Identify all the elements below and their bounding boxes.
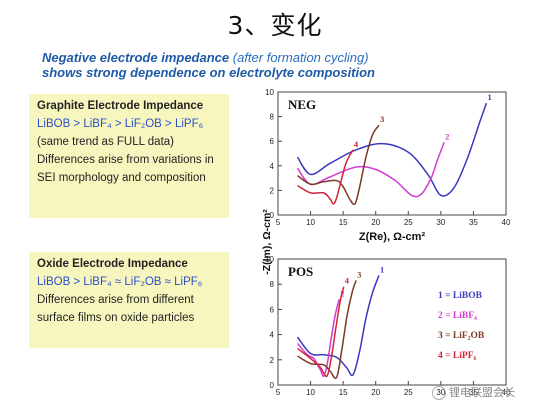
y-tick-label: 2 bbox=[270, 186, 275, 195]
graphite-line-1: (same trend as FULL data) bbox=[37, 136, 174, 148]
subtitle-part3: shows strong dependence on electrolyte c… bbox=[42, 65, 375, 80]
panel-label: NEG bbox=[288, 97, 316, 112]
x-tick-label: 35 bbox=[469, 388, 478, 397]
y-tick-label: 2 bbox=[270, 356, 275, 365]
x-tick-label: 30 bbox=[436, 218, 445, 227]
y-tick-label: 6 bbox=[270, 137, 275, 146]
x-tick-label: 40 bbox=[502, 388, 511, 397]
watermark: 锂电联盟会长 bbox=[432, 384, 515, 400]
x-tick-label: 20 bbox=[371, 218, 380, 227]
slide-subtitle: Negative electrode impedance (after form… bbox=[42, 50, 542, 80]
graphite-line-3: SEI morphology and composition bbox=[37, 172, 206, 184]
slide-title: 3、变化 bbox=[227, 11, 323, 40]
oxide-line-1: Differences arise from different bbox=[37, 294, 194, 306]
panel-label: POS bbox=[288, 264, 313, 279]
series-4-label: 4 bbox=[354, 139, 359, 149]
series-1-label: 1 bbox=[380, 264, 384, 274]
y-axis-label: -Z(Im), Ω-cm² bbox=[261, 209, 273, 275]
legend-entry-3: 3 = LiF₂OB bbox=[438, 331, 485, 341]
x-tick-label: 20 bbox=[371, 388, 380, 397]
series-3-line bbox=[297, 124, 380, 206]
subtitle-part1: Negative electrode impedance bbox=[42, 50, 230, 65]
series-1-line bbox=[296, 275, 380, 377]
x-tick-label: 40 bbox=[502, 218, 511, 227]
series-2-line bbox=[296, 299, 340, 377]
y-tick-label: 0 bbox=[270, 211, 275, 220]
wechat-icon bbox=[432, 386, 446, 400]
panel-neg: 0 2 4 6 8 10 5 10 15 20 25 30 35 40 NEG Z(Re), Ω-cm² 1 2 3… bbox=[265, 88, 511, 243]
y-tick-label: 8 bbox=[270, 280, 275, 289]
series-2-label: 2 bbox=[445, 131, 449, 141]
x-tick-label: 10 bbox=[306, 388, 315, 397]
series-4-label: 4 bbox=[345, 276, 350, 286]
x-tick-label: 15 bbox=[339, 218, 348, 227]
legend-entry-1: 1 = LiBOB bbox=[438, 291, 483, 301]
series-3-label: 3 bbox=[380, 114, 384, 124]
y-tick-label: 10 bbox=[265, 88, 274, 97]
series-3-line bbox=[297, 280, 357, 380]
y-tick-label: 8 bbox=[270, 113, 275, 122]
oxide-line-2: surface films on oxide particles bbox=[37, 312, 195, 324]
graphite-line-2: Differences arise from variations in bbox=[37, 154, 214, 166]
y-tick-label: 6 bbox=[270, 305, 275, 314]
series-1-label: 1 bbox=[487, 92, 491, 102]
legend-entry-4: 4 = LiPF₆ bbox=[438, 351, 476, 361]
series-4-line bbox=[297, 149, 354, 205]
x-tick-label: 25 bbox=[404, 388, 413, 397]
x-tick-label: 5 bbox=[276, 388, 281, 397]
oxide-impedance-box: Oxide Electrode Impedance LiBOB > LiBF₄ … bbox=[29, 252, 229, 348]
graphite-impedance-box: Graphite Electrode Impedance LiBOB > LiB… bbox=[29, 94, 229, 218]
series-2-line bbox=[296, 142, 445, 198]
x-axis-label: Z(Re), Ω-cm² bbox=[359, 231, 426, 243]
legend-entry-2: 2 = LiBF₄ bbox=[438, 311, 477, 321]
series-3-label: 3 bbox=[357, 269, 361, 279]
x-tick-label: 15 bbox=[339, 388, 348, 397]
graphite-heading: Graphite Electrode Impedance bbox=[37, 100, 204, 112]
y-tick-label: 4 bbox=[270, 162, 275, 171]
x-tick-label: 25 bbox=[404, 218, 413, 227]
graphite-order: LiBOB > LiBF₄ > LiF₂OB > LiPF₆ bbox=[37, 118, 204, 130]
plot-frame bbox=[277, 91, 507, 216]
series-1-line bbox=[296, 102, 488, 197]
y-tick-label: 0 bbox=[270, 381, 275, 390]
oxide-order: LiBOB > LiBF₄ ≈ LiF₂OB ≈ LiPF₆ bbox=[37, 276, 203, 288]
chart-legend: 1 = LiBOB 2 = LiBF₄ 3 = LiF₂OB 4 = LiPF₆ bbox=[438, 291, 485, 361]
watermark-text: 锂电联盟会长 bbox=[449, 386, 515, 399]
oxide-heading: Oxide Electrode Impedance bbox=[37, 258, 188, 270]
y-tick-label: 10 bbox=[265, 255, 274, 264]
subtitle-part2: (after formation cycling) bbox=[232, 50, 369, 65]
x-tick-label: 35 bbox=[469, 218, 478, 227]
x-tick-label: 10 bbox=[306, 218, 315, 227]
x-tick-label: 5 bbox=[276, 218, 281, 227]
series-4-line bbox=[297, 286, 345, 378]
y-tick-label: 4 bbox=[270, 331, 275, 340]
